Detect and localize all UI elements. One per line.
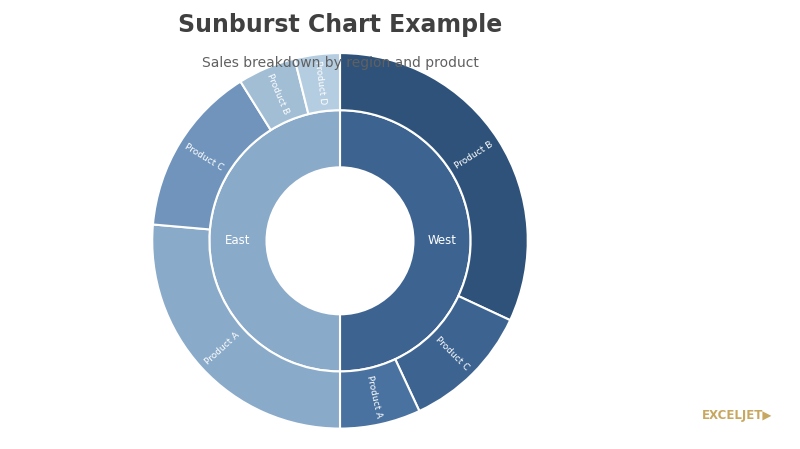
Text: Product C: Product C [434,335,471,372]
Text: Product A: Product A [204,330,242,366]
Wedge shape [241,59,309,130]
Wedge shape [152,224,340,429]
Text: Product C: Product C [183,142,225,173]
Text: West: West [427,234,457,247]
Wedge shape [153,82,270,229]
Wedge shape [340,110,470,371]
Text: Sales breakdown by region and product: Sales breakdown by region and product [202,56,478,70]
Text: Product D: Product D [314,60,328,105]
Text: Product B: Product B [265,73,290,116]
Text: Product B: Product B [454,140,495,171]
Wedge shape [210,110,340,371]
Wedge shape [340,53,528,320]
Text: Sunburst Chart Example: Sunburst Chart Example [178,13,502,37]
Text: EXCELJET▶: EXCELJET▶ [702,409,772,422]
Wedge shape [294,53,340,114]
Wedge shape [340,359,419,429]
Wedge shape [395,296,510,411]
Text: East: East [226,234,250,247]
Text: Product A: Product A [366,374,383,418]
